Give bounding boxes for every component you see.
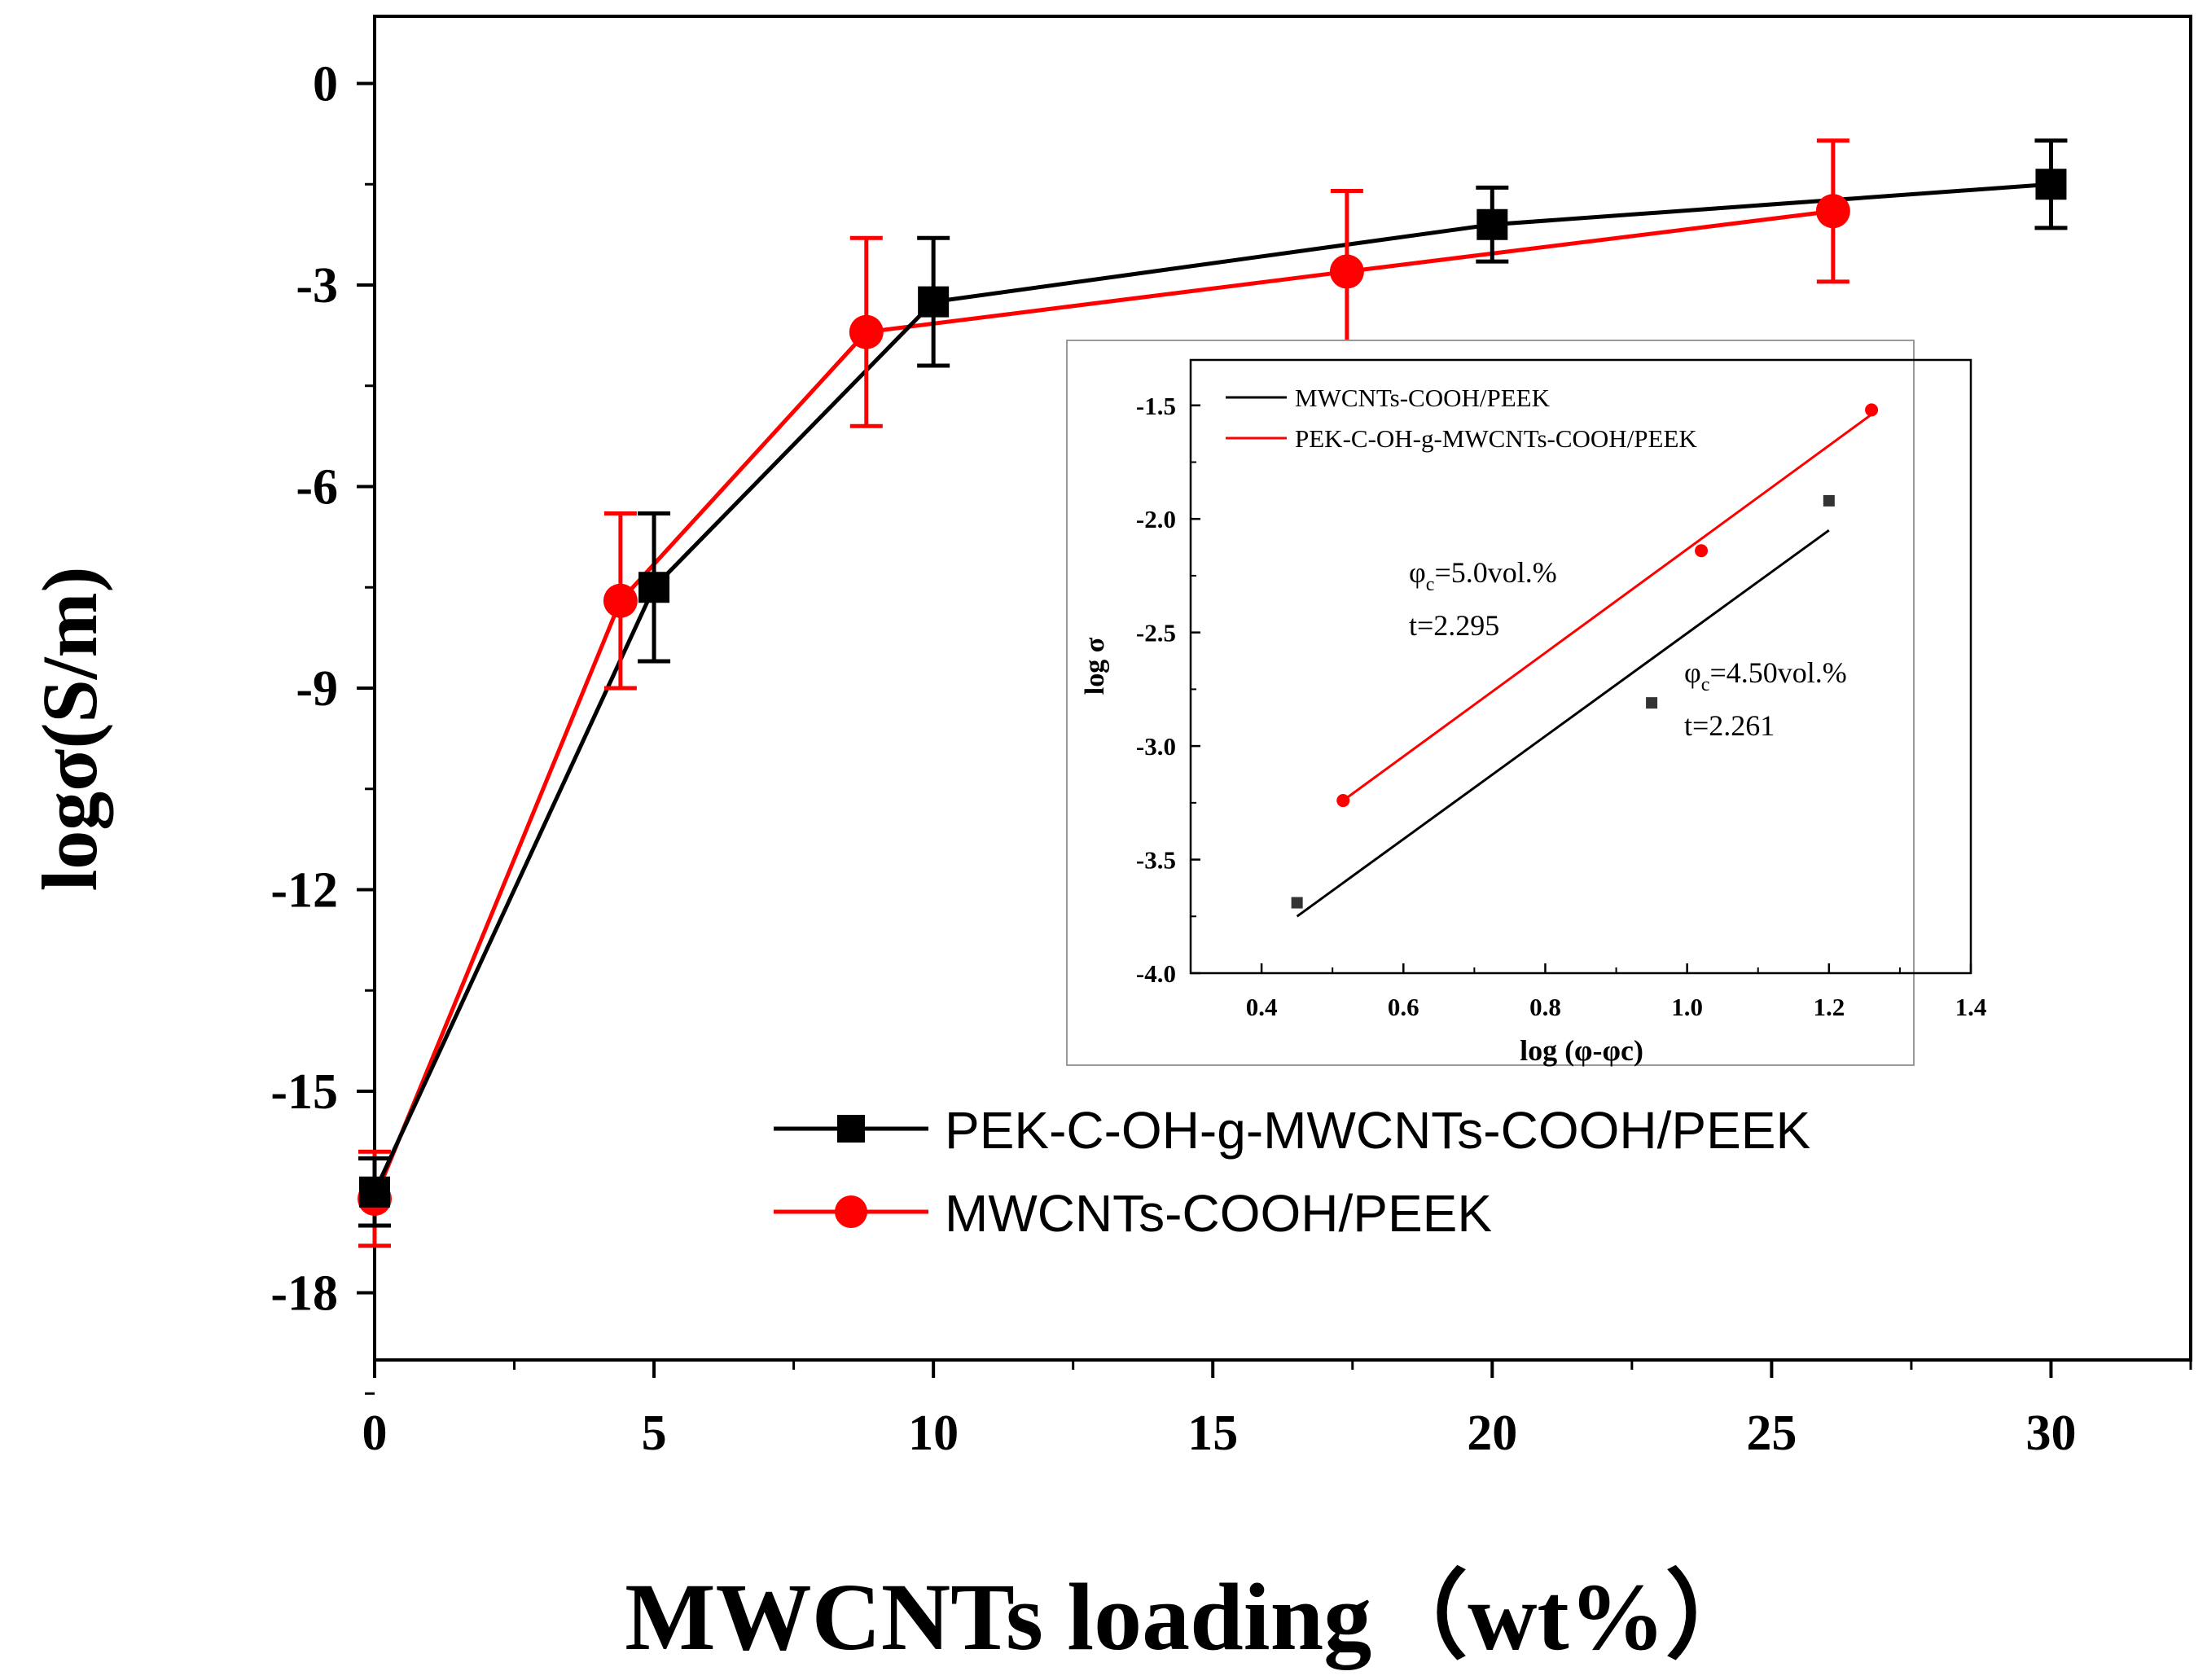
inset-x-axis-title: log (φ-φc) — [1520, 1034, 1643, 1067]
inset-fit-line-2 — [1342, 413, 1872, 802]
data-point-circle — [849, 314, 884, 349]
data-point-circle — [603, 583, 638, 618]
x-tick-label: 10 — [908, 1406, 959, 1461]
data-point-square — [638, 572, 670, 603]
inset-x-tick-label: 0.4 — [1246, 993, 1278, 1021]
legend-label-series-1: PEK-C-OH-g-MWCNTs-COOH/PEEK — [945, 1101, 1810, 1160]
x-tick-label: 30 — [2025, 1406, 2076, 1461]
main-x-axis-title: MWCNTs loading（wt%） — [625, 1564, 1761, 1670]
y-tick-label: -9 — [296, 661, 338, 717]
main-legend: PEK-C-OH-g-MWCNTs-COOH/PEEK MWCNTs-COOH/… — [774, 1101, 1810, 1243]
annotation-black-phi: φc=4.50vol.% — [1684, 656, 1847, 695]
inset-panel — [1066, 340, 1915, 1066]
inset-data-point-circle — [1865, 403, 1879, 417]
data-point-square — [918, 286, 950, 318]
inset-plot: 0.4 0.6 0.8 1.0 1.2 1.4 -1.5 -2.0 -2.5 -3.0 -3.5 -4… — [1066, 340, 1986, 1067]
y-tick-label: -3 — [296, 258, 338, 314]
main-series-layer — [358, 138, 2068, 1248]
inset-annotations: φc=5.0vol.% t=2.295 φc=4.50vol.% t=2.261 — [1409, 556, 1847, 742]
inset-x-tick-label: 1.4 — [1955, 993, 1987, 1021]
inset-plot-frame — [1189, 358, 1972, 975]
inset-fit-line-1 — [1296, 529, 1830, 918]
inset-data-point-circle — [1695, 544, 1709, 558]
annotation-red-phi: φc=5.0vol.% — [1409, 556, 1557, 595]
inset-data-point-square — [1646, 697, 1658, 709]
inset-ticks — [1190, 404, 1972, 975]
main-y-axis-title: logσ(S/m) — [26, 567, 113, 892]
annotation-red-t: t=2.295 — [1409, 609, 1499, 642]
y-tick-label: -6 — [296, 460, 338, 515]
x-tick-label: 5 — [642, 1406, 667, 1461]
inset-y-axis-title: log σ — [1080, 637, 1110, 695]
inset-tick-labels: 0.4 0.6 0.8 1.0 1.2 1.4 -1.5 -2.0 -2.5 -3.0 -3.5 -4… — [1136, 392, 1986, 1021]
y-tick-label: -18 — [270, 1266, 338, 1322]
inset-y-tick-label: -3.5 — [1136, 846, 1176, 875]
inset-y-tick-label: -2.5 — [1136, 619, 1176, 647]
x-tick-label: 20 — [1467, 1406, 1517, 1461]
inset-legend-label-series-2: PEK-C-OH-g-MWCNTs-COOH/PEEK — [1295, 424, 1697, 453]
y-tick-label: 0 — [313, 57, 338, 112]
data-point-square — [359, 1176, 390, 1208]
main-tick-labels: 0 5 10 15 20 25 30 0 -3 -6 -9 -12 -15 -18 — [270, 57, 2076, 1462]
inset-legend: MWCNTs-COOH/PEEK PEK-C-OH-g-MWCNTs-COOH/… — [1226, 384, 1697, 453]
annotation-black-t: t=2.261 — [1684, 709, 1775, 742]
legend-label-series-2: MWCNTs-COOH/PEEK — [945, 1184, 1492, 1243]
data-point-circle — [1329, 254, 1364, 289]
inset-data-point-square — [1823, 494, 1835, 507]
x-tick-label: 15 — [1187, 1406, 1238, 1461]
inset-legend-label-series-1: MWCNTs-COOH/PEEK — [1295, 384, 1551, 412]
y-tick-label: -12 — [270, 863, 338, 919]
data-point-square — [1476, 208, 1508, 240]
inset-x-tick-label: 0.6 — [1388, 993, 1419, 1021]
data-point-circle — [1815, 194, 1850, 229]
inset-x-tick-label: 1.0 — [1671, 993, 1703, 1021]
inset-y-tick-label: -2.0 — [1136, 505, 1176, 533]
inset-series-layer — [1291, 403, 1879, 918]
inset-y-tick-label: -3.0 — [1136, 732, 1176, 761]
inset-y-tick-label: -4.0 — [1136, 959, 1176, 988]
data-point-square — [2035, 169, 2067, 200]
x-tick-label: 0 — [362, 1406, 388, 1461]
y-tick-label: -15 — [270, 1064, 338, 1120]
x-tick-label: 25 — [1746, 1406, 1797, 1461]
inset-y-tick-label: -1.5 — [1136, 392, 1176, 420]
inset-data-point-circle — [1336, 794, 1350, 808]
inset-data-point-square — [1291, 897, 1303, 909]
main-ticks — [357, 81, 2192, 1395]
legend-marker-series-2 — [835, 1195, 867, 1228]
inset-x-tick-label: 1.2 — [1813, 993, 1845, 1021]
legend-marker-series-1 — [837, 1115, 865, 1143]
inset-x-tick-label: 0.8 — [1529, 993, 1561, 1021]
main-plot: 0 5 10 15 20 25 30 0 -3 -6 -9 -12 -15 -18 MWCNTs load… — [26, 15, 2192, 1670]
